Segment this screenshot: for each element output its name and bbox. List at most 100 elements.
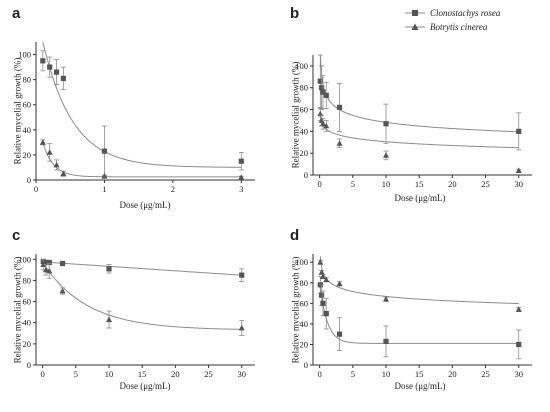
- y-tick-label: 80: [23, 275, 32, 285]
- y-tick-label: 20: [23, 150, 32, 160]
- data-point-triangle: [318, 269, 325, 275]
- data-point-triangle: [59, 287, 66, 294]
- x-tick-label: 10: [382, 179, 391, 189]
- data-point-square: [239, 272, 245, 278]
- data-point-square: [59, 260, 66, 267]
- y-tick-label: 80: [23, 75, 32, 85]
- data-point-square: [317, 78, 323, 84]
- x-tick-label: 20: [448, 179, 457, 189]
- x-axis-title: Dose (μg/mL): [119, 200, 170, 210]
- x-tick-label: 5: [74, 369, 78, 379]
- data-point-triangle: [317, 259, 324, 265]
- y-tick-label: 60: [23, 100, 32, 110]
- x-axis-title: Dose (μg/mL): [394, 381, 445, 391]
- data-point-square: [320, 89, 326, 95]
- y-tick-label: 100: [295, 257, 308, 267]
- panel-letter: a: [12, 5, 21, 22]
- y-axis-title: Relative mycelial growth (%): [12, 58, 22, 165]
- y-tick-label: 40: [23, 318, 32, 328]
- x-tick-label: 30: [514, 179, 523, 189]
- y-tick-label: 80: [300, 83, 309, 93]
- x-tick-label: 20: [448, 369, 457, 379]
- data-point-triangle: [238, 324, 245, 331]
- data-point-square: [46, 259, 52, 266]
- fit-curve: [43, 261, 242, 276]
- y-tick-label: 100: [18, 50, 31, 60]
- data-point-triangle: [39, 139, 46, 145]
- legend-square-marker: [412, 10, 418, 16]
- data-point-square: [60, 75, 66, 81]
- x-tick-label: 3: [239, 184, 243, 194]
- y-tick-label: 0: [27, 175, 31, 185]
- data-point-triangle: [323, 276, 330, 283]
- data-point-square: [320, 300, 326, 306]
- data-point-triangle: [319, 120, 326, 127]
- x-axis-title: Dose (μg/mL): [119, 381, 170, 391]
- panel-b: b 0 5 10 15 20 25 30 0 20 40 60 80 100 Dose (μg/mL) Rel…: [290, 5, 532, 203]
- x-tick-label: 25: [204, 369, 213, 379]
- y-tick-label: 40: [23, 125, 32, 135]
- data-point-triangle: [515, 306, 522, 312]
- y-tick-label: 20: [300, 148, 309, 158]
- data-point-triangle: [40, 261, 47, 267]
- x-tick-label: 15: [415, 369, 424, 379]
- legend-label-clonostachys: Clonostachys rosea: [430, 8, 501, 18]
- data-point-square: [383, 338, 389, 344]
- x-tick-label: 10: [105, 369, 114, 379]
- data-point-triangle: [317, 110, 324, 117]
- x-tick-label: 25: [481, 369, 490, 379]
- fit-curve: [42, 263, 242, 330]
- data-point-square: [47, 64, 53, 70]
- y-tick-label: 100: [18, 254, 31, 264]
- series-botrytis-cinerea: [39, 139, 245, 180]
- series-clonostachys-rosea: [40, 258, 245, 282]
- panel-a: a 0 1 2 3 0 20 40 60 80 100 Dose (μg/mL) Relative my…: [12, 5, 255, 210]
- fit-curve: [42, 41, 242, 168]
- y-tick-label: 0: [304, 170, 308, 180]
- panel-letter: c: [12, 227, 20, 244]
- data-point-square: [238, 158, 244, 164]
- data-point-triangle: [53, 161, 60, 168]
- x-tick-label: 5: [351, 179, 355, 189]
- y-tick-label: 20: [23, 339, 32, 349]
- data-point-triangle: [323, 122, 330, 129]
- fit-curve: [42, 142, 242, 178]
- legend-triangle-marker: [411, 23, 419, 30]
- y-tick-label: 60: [23, 297, 32, 307]
- data-point-square: [336, 104, 343, 110]
- data-point-triangle: [515, 167, 522, 174]
- data-point-triangle: [336, 280, 343, 287]
- legend-item-botrytis: Botrytis cinerea: [405, 22, 488, 32]
- panel-d: d 0 5 10 15 20 25 30 0 20 40 60 80 100 Dose (μg/mL) Rel…: [290, 227, 532, 391]
- data-point-triangle: [106, 316, 112, 322]
- data-point-triangle: [46, 149, 53, 155]
- fit-curve: [319, 256, 519, 305]
- panel-letter: b: [290, 5, 299, 22]
- series-botrytis-cinerea: [317, 106, 522, 174]
- fit-curve: [319, 286, 519, 344]
- series-botrytis-cinerea: [40, 258, 245, 336]
- y-tick-label: 80: [300, 278, 309, 288]
- data-point-square: [319, 85, 325, 91]
- data-point-square: [516, 341, 522, 348]
- x-tick-label: 20: [171, 369, 180, 379]
- data-point-square: [53, 69, 60, 75]
- series-clonostachys-rosea: [40, 41, 244, 177]
- series-clonostachys-rosea: [317, 54, 522, 151]
- y-tick-label: 40: [300, 319, 309, 329]
- data-point-square: [106, 266, 112, 272]
- legend-item-clonostachys: Clonostachys rosea: [405, 8, 501, 18]
- y-tick-label: 100: [295, 61, 308, 71]
- panel-c: c 0 5 10 15 20 25 30 0 20 40 60 80 100 Dose (μg/mL) Rel…: [12, 227, 255, 391]
- data-point-square: [323, 311, 329, 317]
- y-tick-label: 40: [300, 126, 309, 136]
- y-axis-title: Relative mycelial growth (%): [290, 257, 300, 364]
- x-tick-label: 30: [237, 369, 246, 379]
- x-tick-label: 0: [318, 369, 322, 379]
- y-tick-label: 0: [304, 360, 308, 370]
- y-tick-label: 0: [27, 360, 31, 370]
- y-tick-label: 60: [300, 298, 309, 308]
- panel-letter: d: [290, 227, 299, 244]
- x-tick-label: 0: [318, 179, 322, 189]
